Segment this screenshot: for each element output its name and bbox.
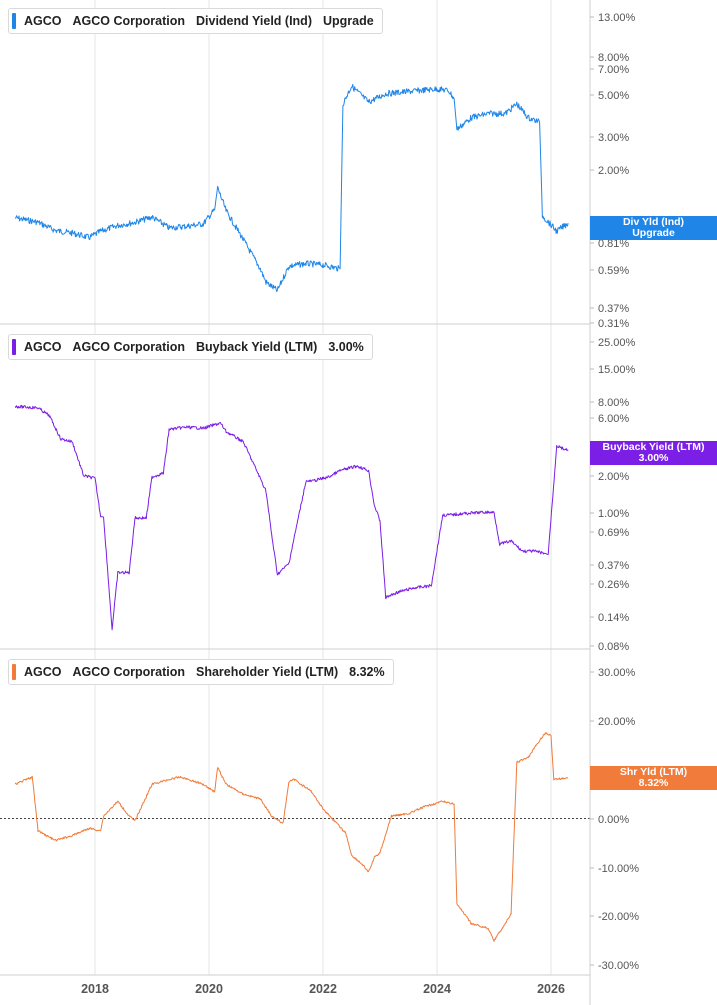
- legend-ticker: AGCO: [24, 665, 62, 679]
- legend-metric: Shareholder Yield (LTM): [196, 665, 339, 679]
- y-tick-label: 8.00%: [598, 397, 629, 409]
- legend-metric: Buyback Yield (LTM): [196, 340, 318, 354]
- legend-value: 3.00%: [328, 340, 364, 354]
- badge-label: Div Yld (Ind): [622, 216, 685, 228]
- y-tick-label: 0.37%: [598, 303, 629, 315]
- y-tick-label: 0.31%: [598, 318, 629, 330]
- badge-buyback: Buyback Yield (LTM) 3.00%: [590, 441, 717, 465]
- y-tick-label: 30.00%: [598, 667, 636, 679]
- y-tick-label: -30.00%: [598, 960, 639, 972]
- legend-company: AGCO Corporation: [72, 340, 186, 354]
- legend-company: AGCO Corporation: [72, 14, 186, 28]
- y-tick-label: 8.00%: [598, 52, 629, 64]
- y-tick-label: 7.00%: [598, 64, 629, 76]
- y-tick-label: 3.00%: [598, 132, 629, 144]
- legend-ticker: AGCO: [24, 14, 62, 28]
- y-tick-label: 0.14%: [598, 612, 629, 624]
- y-tick-label: -10.00%: [598, 863, 639, 875]
- legend-swatch-dividend: [12, 13, 16, 29]
- legend-buyback[interactable]: AGCO AGCO Corporation Buyback Yield (LTM…: [8, 334, 373, 360]
- y-tick-label: 0.69%: [598, 527, 629, 539]
- legend-shareholder[interactable]: AGCO AGCO Corporation Shareholder Yield …: [8, 659, 394, 685]
- series-line-1[interactable]: [14, 83, 569, 293]
- badge-value: 3.00%: [638, 452, 669, 464]
- legend-ticker: AGCO: [24, 340, 62, 354]
- legend-metric: Dividend Yield (Ind): [196, 14, 312, 28]
- legend-swatch-buyback: [12, 339, 16, 355]
- x-tick-label: 2026: [537, 982, 565, 996]
- y-tick-label: 0.08%: [598, 641, 629, 653]
- y-tick-label: 25.00%: [598, 337, 636, 349]
- y-tick-label: 2.00%: [598, 165, 629, 177]
- legend-value: 8.32%: [349, 665, 385, 679]
- y-tick-label: 0.81%: [598, 238, 629, 250]
- x-tick-label: 2018: [81, 982, 109, 996]
- legend-swatch-shareholder: [12, 664, 16, 680]
- grid-layer: [0, 0, 590, 976]
- y-tick-label: 13.00%: [598, 12, 636, 24]
- y-tick-label: 0.26%: [598, 579, 629, 591]
- x-tick-label: 2020: [195, 982, 223, 996]
- y-tick-label: 15.00%: [598, 364, 636, 376]
- axis-layer: 13.00%8.00%7.00%5.00%3.00%2.00%1.00%0.81…: [81, 0, 639, 1005]
- legend-dividend[interactable]: AGCO AGCO Corporation Dividend Yield (In…: [8, 8, 383, 34]
- series-line-3[interactable]: [14, 732, 569, 942]
- y-tick-label: 5.00%: [598, 90, 629, 102]
- badge-value: Upgrade: [632, 227, 675, 239]
- badge-label: Buyback Yield (LTM): [602, 441, 705, 453]
- y-tick-label: 6.00%: [598, 413, 629, 425]
- series-line-2[interactable]: [14, 404, 569, 631]
- x-tick-label: 2024: [423, 982, 451, 996]
- series-layer: [14, 83, 569, 942]
- badge-value: 8.32%: [638, 777, 669, 789]
- badge-label: Shr Yld (LTM): [619, 766, 688, 778]
- y-tick-label: 0.59%: [598, 265, 629, 277]
- y-tick-label: 20.00%: [598, 716, 636, 728]
- legend-value: Upgrade: [322, 14, 374, 28]
- badge-shareholder: Shr Yld (LTM) 8.32%: [590, 766, 717, 790]
- badge-dividend: Div Yld (Ind) Upgrade: [590, 216, 717, 240]
- legend-company: AGCO Corporation: [72, 665, 186, 679]
- y-tick-label: -20.00%: [598, 911, 639, 923]
- y-tick-label: 2.00%: [598, 471, 629, 483]
- y-tick-label: 0.37%: [598, 560, 629, 572]
- x-tick-label: 2022: [309, 982, 337, 996]
- y-tick-label: 1.00%: [598, 508, 629, 520]
- y-tick-label: 0.00%: [598, 814, 629, 826]
